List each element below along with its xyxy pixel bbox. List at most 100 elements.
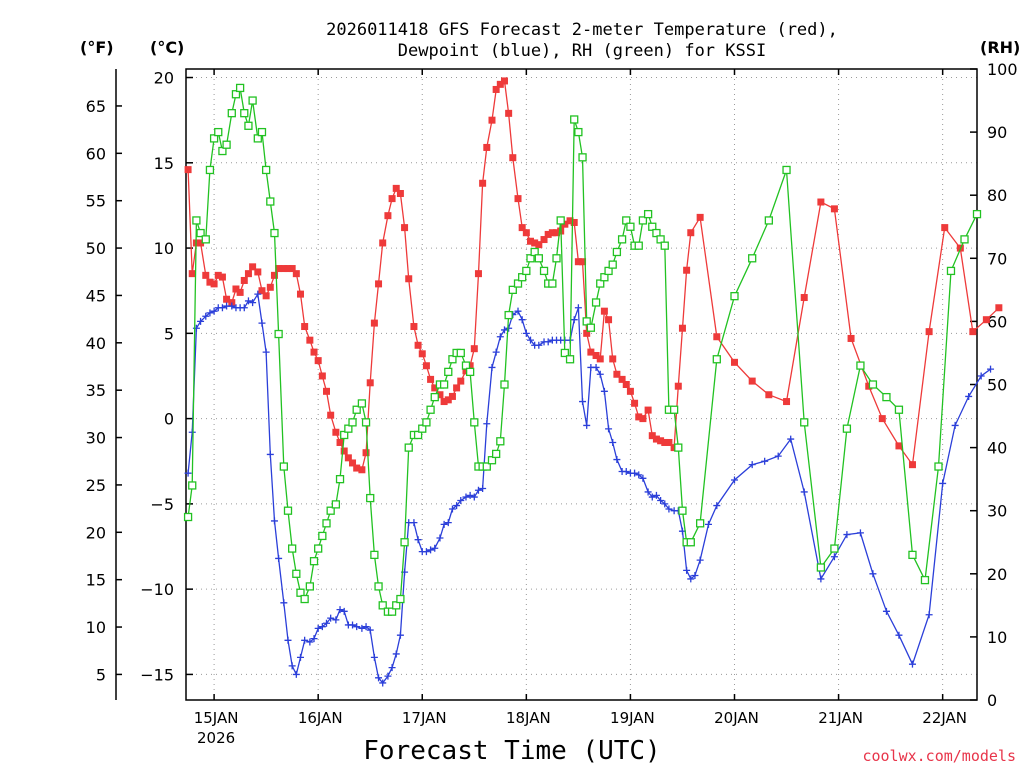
rh-point bbox=[934, 462, 943, 471]
rh-tick-label: 70 bbox=[987, 249, 1007, 268]
rh-point bbox=[231, 90, 241, 99]
rh-tick-label: 90 bbox=[987, 123, 1007, 142]
dewpoint-point bbox=[206, 309, 214, 317]
dewpoint-point bbox=[882, 607, 890, 615]
rh-point bbox=[730, 292, 739, 301]
temperature-point bbox=[505, 109, 513, 117]
dewpoint-point bbox=[340, 607, 348, 615]
rh-point bbox=[526, 254, 535, 263]
dewpoint-point bbox=[596, 370, 604, 378]
rh-point bbox=[357, 399, 367, 408]
rh-point bbox=[660, 241, 669, 250]
rh-point bbox=[340, 430, 349, 440]
dewpoint-point bbox=[240, 304, 248, 312]
dewpoint-point bbox=[288, 662, 296, 670]
date-tick-label: 19JAN bbox=[610, 709, 655, 727]
celsius-tick-label: 5 bbox=[164, 324, 174, 343]
rh-point bbox=[444, 367, 453, 377]
temperature-point bbox=[202, 271, 210, 279]
dewpoint-point bbox=[296, 653, 304, 661]
temperature-point bbox=[358, 466, 366, 474]
axes: 5 10 15 20 25 30 35 40 45 50 55 60 65 −15 −10 −5 0 5 10 15 2… bbox=[86, 60, 1018, 747]
dewpoint-point bbox=[375, 674, 383, 682]
temperature-point bbox=[301, 323, 309, 331]
dewpoint-point bbox=[266, 450, 274, 458]
rh-point bbox=[674, 443, 683, 452]
temperature-point bbox=[232, 285, 240, 293]
temperature-point bbox=[941, 224, 949, 232]
rh-point bbox=[574, 127, 583, 137]
dewpoint-point bbox=[306, 638, 314, 646]
temperature-point bbox=[605, 316, 613, 324]
rh-point bbox=[648, 222, 657, 231]
dewpoint-point bbox=[431, 544, 439, 552]
rh-point bbox=[227, 109, 236, 118]
rh-point bbox=[201, 235, 210, 244]
dewpoint-point bbox=[258, 319, 266, 327]
rh-point bbox=[617, 235, 627, 244]
rh-point bbox=[209, 134, 219, 143]
temperature-point bbox=[240, 276, 248, 284]
dewpoint-point bbox=[349, 621, 357, 629]
temperature-point bbox=[488, 116, 496, 124]
temperature-point bbox=[249, 263, 257, 271]
dewpoint-point bbox=[353, 623, 361, 631]
dewpoint-point bbox=[574, 304, 582, 312]
temperature-point bbox=[583, 329, 591, 337]
rh-point bbox=[430, 392, 439, 402]
rh-point bbox=[396, 594, 405, 604]
fahrenheit-axis-unit: (°F) bbox=[80, 38, 114, 57]
dewpoint-point bbox=[527, 336, 535, 344]
rh-point bbox=[800, 418, 809, 427]
temperature-point bbox=[830, 205, 838, 213]
dewpoint-point bbox=[192, 324, 200, 332]
temperature-point bbox=[296, 290, 304, 298]
temperature-point bbox=[427, 375, 435, 383]
temperature-point bbox=[522, 229, 530, 237]
rh-point bbox=[400, 538, 409, 547]
fahrenheit-tick-label: 30 bbox=[86, 429, 106, 448]
temperature-point bbox=[783, 398, 791, 406]
dewpoint-point bbox=[202, 312, 210, 320]
temperature-point bbox=[592, 352, 600, 360]
dewpoint-point bbox=[410, 519, 418, 527]
dewpoint-point bbox=[292, 670, 300, 678]
rh-point bbox=[188, 481, 197, 490]
temperature-point bbox=[379, 239, 387, 247]
temperature-point bbox=[535, 241, 543, 249]
dewpoint-point bbox=[514, 307, 522, 315]
temperature-point bbox=[188, 270, 196, 278]
dewpoint-point bbox=[210, 307, 218, 315]
temperature-point bbox=[665, 438, 673, 446]
chart-title-line-2: Dewpoint (blue), RH (green) for KSSI bbox=[398, 41, 766, 61]
temperature-point bbox=[553, 229, 561, 237]
temperature-point bbox=[509, 154, 517, 162]
rh-point bbox=[279, 462, 288, 471]
rh-point bbox=[461, 361, 471, 370]
dewpoint-point bbox=[730, 476, 738, 484]
rh-point bbox=[253, 134, 262, 143]
rh-point bbox=[570, 115, 579, 124]
dewpoint-point bbox=[570, 316, 578, 324]
rh-point bbox=[643, 209, 653, 219]
rh-point bbox=[972, 209, 982, 219]
temperature-point bbox=[800, 294, 808, 302]
rh-point bbox=[868, 380, 878, 389]
temperature-point bbox=[405, 275, 413, 283]
temperature-point bbox=[414, 341, 422, 349]
rh-point bbox=[830, 544, 839, 553]
dewpoint-point bbox=[427, 546, 435, 554]
dewpoint-point bbox=[462, 493, 470, 501]
temperature-point bbox=[648, 432, 656, 440]
temperature-point bbox=[540, 236, 548, 244]
dewpoint-point bbox=[379, 679, 387, 687]
rh-point bbox=[448, 355, 457, 364]
temperature-point bbox=[470, 345, 478, 353]
temperature-point bbox=[635, 413, 643, 421]
rh-tick-label: 40 bbox=[987, 439, 1007, 458]
rh-point bbox=[456, 348, 465, 358]
temperature-series bbox=[184, 77, 1003, 474]
fahrenheit-tick-label: 20 bbox=[86, 523, 106, 542]
fahrenheit-tick-label: 10 bbox=[86, 618, 106, 637]
temperature-point bbox=[661, 438, 669, 446]
